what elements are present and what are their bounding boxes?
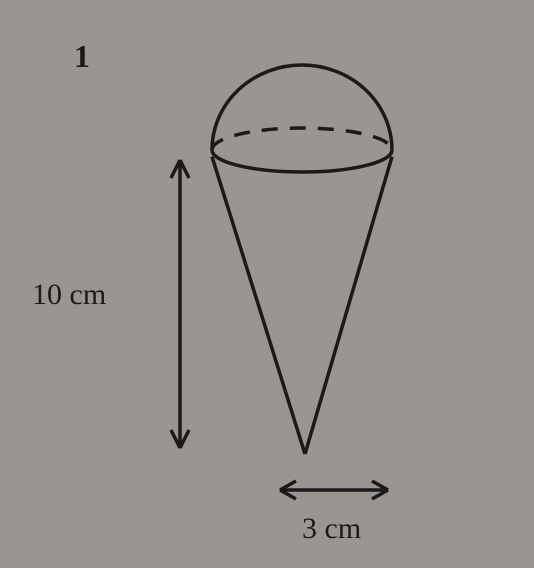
diagram-svg	[0, 0, 534, 568]
